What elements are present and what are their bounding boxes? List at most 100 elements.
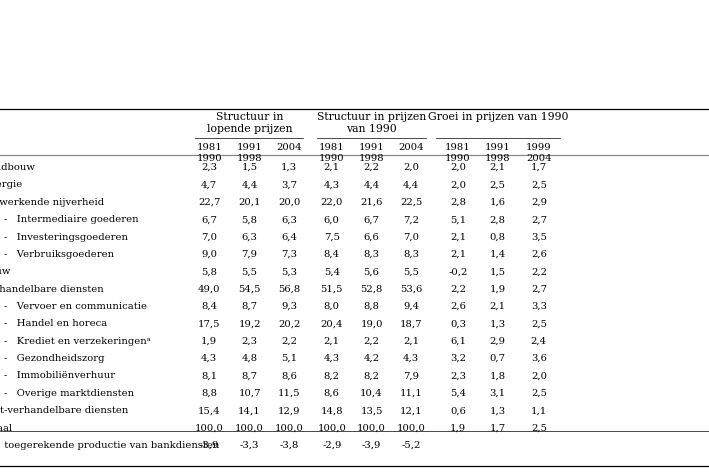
Text: 6,1: 6,1 xyxy=(450,336,466,345)
Text: 2,2: 2,2 xyxy=(364,336,379,345)
Text: 1,5: 1,5 xyxy=(490,267,506,276)
Text: 1,9: 1,9 xyxy=(450,423,466,432)
Text: 1,1: 1,1 xyxy=(531,406,547,414)
Text: 8,7: 8,7 xyxy=(242,301,257,310)
Text: 7,9: 7,9 xyxy=(242,249,257,258)
Text: 5,8: 5,8 xyxy=(242,215,257,224)
Text: 4,4: 4,4 xyxy=(403,180,419,189)
Text: 6,3: 6,3 xyxy=(281,215,297,224)
Text: 17,5: 17,5 xyxy=(198,319,220,327)
Text: 1981
1990: 1981 1990 xyxy=(196,143,222,162)
Text: 9,3: 9,3 xyxy=(281,301,297,310)
Text: 2,9: 2,9 xyxy=(490,336,506,345)
Text: 4,7: 4,7 xyxy=(201,180,217,189)
Text: 5,3: 5,3 xyxy=(281,267,297,276)
Text: 56,8: 56,8 xyxy=(278,284,301,293)
Text: 12,1: 12,1 xyxy=(400,406,423,414)
Text: 0,3: 0,3 xyxy=(450,319,466,327)
Text: 8,2: 8,2 xyxy=(364,371,379,380)
Text: Groei in prijzen van 1990: Groei in prijzen van 1990 xyxy=(428,112,569,122)
Text: 1,7: 1,7 xyxy=(490,423,506,432)
Text: -0,2: -0,2 xyxy=(448,267,468,276)
Text: 8,3: 8,3 xyxy=(364,249,379,258)
Text: 4,3: 4,3 xyxy=(403,353,419,362)
Text: 1991
1998: 1991 1998 xyxy=(485,143,510,162)
Text: 22,0: 22,0 xyxy=(320,198,343,207)
Text: 4,3: 4,3 xyxy=(324,180,340,189)
Text: 2,5: 2,5 xyxy=(531,319,547,327)
Text: 2,3: 2,3 xyxy=(450,371,466,380)
Text: -2,9: -2,9 xyxy=(322,440,342,449)
Text: 5,4: 5,4 xyxy=(450,388,466,397)
Text: 7,0: 7,0 xyxy=(201,232,217,241)
Text: 2,8: 2,8 xyxy=(490,215,506,224)
Text: -   Investeringsgoederen: - Investeringsgoederen xyxy=(4,232,128,241)
Text: 5,5: 5,5 xyxy=(403,267,419,276)
Text: 49,0: 49,0 xyxy=(198,284,220,293)
Text: 19,2: 19,2 xyxy=(238,319,261,327)
Text: 11,1: 11,1 xyxy=(400,388,423,397)
Text: 2,1: 2,1 xyxy=(490,301,506,310)
Text: 52,8: 52,8 xyxy=(360,284,383,293)
Text: 4,4: 4,4 xyxy=(364,180,379,189)
Text: 11,5: 11,5 xyxy=(278,388,301,397)
Text: 0,6: 0,6 xyxy=(450,406,466,414)
Text: 3,1: 3,1 xyxy=(490,388,506,397)
Text: 14,8: 14,8 xyxy=(320,406,343,414)
Text: 8,6: 8,6 xyxy=(281,371,297,380)
Text: 2,1: 2,1 xyxy=(403,336,419,345)
Text: 14,1: 14,1 xyxy=(238,406,261,414)
Text: 4,2: 4,2 xyxy=(364,353,379,362)
Text: 2,8: 2,8 xyxy=(450,198,466,207)
Text: 10,4: 10,4 xyxy=(360,388,383,397)
Text: 22,7: 22,7 xyxy=(198,198,220,207)
Text: 2,3: 2,3 xyxy=(242,336,257,345)
Text: 8,8: 8,8 xyxy=(201,388,217,397)
Text: -   Krediet en verzekeringenᵃ: - Krediet en verzekeringenᵃ xyxy=(4,336,150,345)
Text: 100,0: 100,0 xyxy=(275,423,303,432)
Text: -   Verbruiksgoederen: - Verbruiksgoederen xyxy=(4,249,113,258)
Text: 8,3: 8,3 xyxy=(403,249,419,258)
Text: 2,3: 2,3 xyxy=(201,163,217,172)
Text: 5,4: 5,4 xyxy=(324,267,340,276)
Text: 8,1: 8,1 xyxy=(201,371,217,380)
Text: -   Handel en horeca: - Handel en horeca xyxy=(4,319,107,327)
Text: -3,3: -3,3 xyxy=(240,440,259,449)
Text: Landbouw: Landbouw xyxy=(0,163,35,172)
Text: 3,2: 3,2 xyxy=(450,353,466,362)
Text: 53,6: 53,6 xyxy=(400,284,423,293)
Text: 9,0: 9,0 xyxy=(201,249,217,258)
Text: 7,3: 7,3 xyxy=(281,249,297,258)
Text: 13,5: 13,5 xyxy=(360,406,383,414)
Text: 15,4: 15,4 xyxy=(198,406,220,414)
Text: 5,1: 5,1 xyxy=(450,215,466,224)
Text: 1,4: 1,4 xyxy=(490,249,506,258)
Text: 100,0: 100,0 xyxy=(357,423,386,432)
Text: 6,0: 6,0 xyxy=(324,215,340,224)
Text: -   Vervoer en communicatie: - Vervoer en communicatie xyxy=(4,301,147,310)
Text: 2,6: 2,6 xyxy=(450,301,466,310)
Text: 1991
1998: 1991 1998 xyxy=(359,143,384,162)
Text: 0,8: 0,8 xyxy=(490,232,506,241)
Text: 7,5: 7,5 xyxy=(324,232,340,241)
Text: 1,5: 1,5 xyxy=(242,163,257,172)
Text: 2,1: 2,1 xyxy=(490,163,506,172)
Text: 2,2: 2,2 xyxy=(450,284,466,293)
Text: 2,2: 2,2 xyxy=(531,267,547,276)
Text: 9,4: 9,4 xyxy=(403,301,419,310)
Text: 20,1: 20,1 xyxy=(238,198,261,207)
Text: 5,5: 5,5 xyxy=(242,267,257,276)
Text: 2004: 2004 xyxy=(398,143,424,152)
Text: 6,6: 6,6 xyxy=(364,232,379,241)
Text: 100,0: 100,0 xyxy=(195,423,223,432)
Text: Energie: Energie xyxy=(0,180,23,189)
Text: 20,0: 20,0 xyxy=(278,198,301,207)
Text: 2,1: 2,1 xyxy=(450,249,466,258)
Text: 8,2: 8,2 xyxy=(324,371,340,380)
Text: 2,2: 2,2 xyxy=(364,163,379,172)
Text: 3,6: 3,6 xyxy=(531,353,547,362)
Text: 20,4: 20,4 xyxy=(320,319,343,327)
Text: 2,6: 2,6 xyxy=(531,249,547,258)
Text: Niet-verhandelbare diensten: Niet-verhandelbare diensten xyxy=(0,406,128,414)
Text: 5,6: 5,6 xyxy=(364,267,379,276)
